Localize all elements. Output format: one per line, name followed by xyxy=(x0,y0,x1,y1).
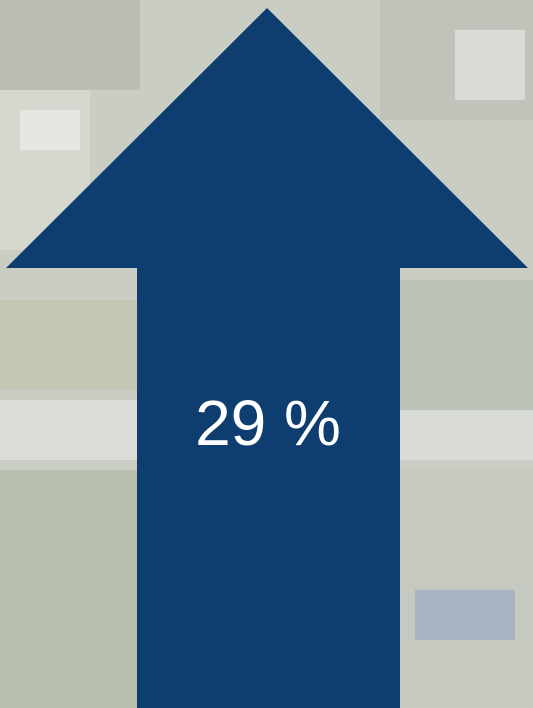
photo-patch xyxy=(0,300,137,390)
percentage-label: 29 % xyxy=(195,387,341,459)
photo-patch xyxy=(400,470,533,708)
photo-patch xyxy=(0,400,137,460)
photo-patch xyxy=(0,470,137,708)
photo-patch xyxy=(0,0,140,90)
photo-patch xyxy=(400,410,533,460)
photo-patch xyxy=(400,280,533,410)
up-arrow xyxy=(6,8,528,708)
photo-patch xyxy=(455,30,525,100)
photo-patch xyxy=(415,590,515,640)
photo-patch xyxy=(20,110,80,150)
